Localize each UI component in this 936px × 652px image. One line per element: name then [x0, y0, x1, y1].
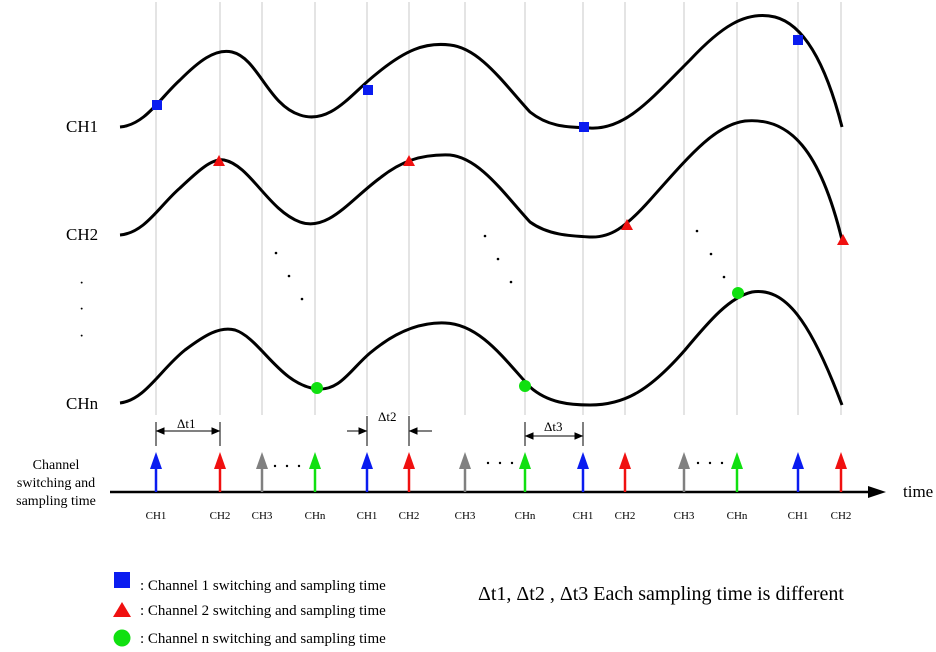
waveform-chn — [119, 290, 844, 407]
sampling-pulse — [150, 452, 162, 492]
interval-annotations — [155, 416, 584, 446]
slot-labels: CH1 CH2 CH3 CHn CH1 CH2 CH3 CHn CH1 CH2 CH3 CHn CH1 C… — [146, 510, 852, 522]
slot-label: CH2 — [615, 510, 636, 522]
slot-label: CHn — [515, 510, 536, 522]
slot-label: CH3 — [455, 510, 476, 522]
ch2-sample-marker — [621, 219, 633, 230]
sampling-pulse — [731, 452, 743, 492]
time-axis-arrowhead — [868, 486, 886, 498]
chn-sample-marker — [311, 382, 323, 394]
channel-label-ch1: CH1 — [66, 117, 98, 136]
channel-label-chn: CHn — [66, 394, 99, 413]
ch2-sample-marker — [837, 234, 849, 245]
timeline-title-line: switching and — [17, 476, 95, 491]
interval-label-dt1: Δt1 — [177, 416, 195, 431]
sampling-pulses — [150, 452, 847, 492]
slot-label: CH3 — [252, 510, 273, 522]
ch1-sample-marker — [579, 122, 589, 132]
pulse-ellipses — [273, 461, 724, 468]
slot-label: CHn — [305, 510, 326, 522]
diagonal-ellipses — [274, 229, 726, 301]
sampling-pulse — [361, 452, 373, 492]
sampling-pulse — [792, 452, 804, 492]
waveform-ch1 — [119, 14, 844, 130]
chn-sample-marker — [519, 380, 531, 392]
slot-label: CHn — [727, 510, 748, 522]
channel-ellipsis: · · · — [79, 275, 84, 345]
channel-label-ch2: CH2 — [66, 225, 98, 244]
interval-label-dt2: Δt2 — [378, 409, 396, 424]
interval-label-dt3: Δt3 — [544, 419, 562, 434]
sampling-note: Δt1, Δt2 , Δt3 Each sampling time is dif… — [478, 583, 844, 605]
ch1-sample-marker — [152, 100, 162, 110]
sampling-pulse — [309, 452, 321, 492]
slot-label: CH3 — [674, 510, 695, 522]
sampling-pulse — [214, 452, 226, 492]
slot-label: CH1 — [357, 510, 378, 522]
sampling-pulse — [519, 452, 531, 492]
timeline-title-line: sampling time — [16, 494, 96, 509]
time-axis-label: time — [903, 482, 933, 501]
waveforms — [119, 14, 844, 407]
legend-label-ch1: : Channel 1 switching and sampling time — [140, 578, 386, 594]
slot-label: CH1 — [573, 510, 594, 522]
sampling-pulse — [459, 452, 471, 492]
legend-square-icon — [114, 572, 130, 588]
legend-label-chn: : Channel n switching and sampling time — [140, 631, 386, 647]
sampling-markers — [152, 35, 849, 394]
time-gridlines — [155, 2, 842, 415]
ch1-sample-marker — [363, 85, 373, 95]
ch2-sample-marker — [403, 155, 415, 166]
legend-label-ch2: : Channel 2 switching and sampling time — [140, 603, 386, 619]
sampling-pulse — [619, 452, 631, 492]
channel-ellipsis-dot: · — [79, 328, 84, 345]
slot-label: CH2 — [399, 510, 420, 522]
channel-ellipsis-dot: · — [79, 301, 84, 318]
sampling-pulse — [403, 452, 415, 492]
ch1-sample-marker — [793, 35, 803, 45]
legend: : Channel 1 switching and sampling time … — [113, 572, 386, 647]
ch2-sample-marker — [213, 155, 225, 166]
sampling-pulse — [577, 452, 589, 492]
timeline-title-line: Channel — [33, 458, 80, 473]
waveform-ch2 — [119, 119, 844, 241]
channel-ellipsis-dot: · — [79, 275, 84, 292]
chn-sample-marker — [732, 287, 744, 299]
slot-label: CH1 — [788, 510, 809, 522]
slot-label: CH2 — [210, 510, 231, 522]
slot-label: CH2 — [831, 510, 852, 522]
sampling-pulse — [835, 452, 847, 492]
sampling-pulse — [678, 452, 690, 492]
legend-triangle-icon — [113, 602, 131, 617]
sampling-pulse — [256, 452, 268, 492]
legend-circle-icon — [113, 629, 131, 647]
slot-label: CH1 — [146, 510, 167, 522]
